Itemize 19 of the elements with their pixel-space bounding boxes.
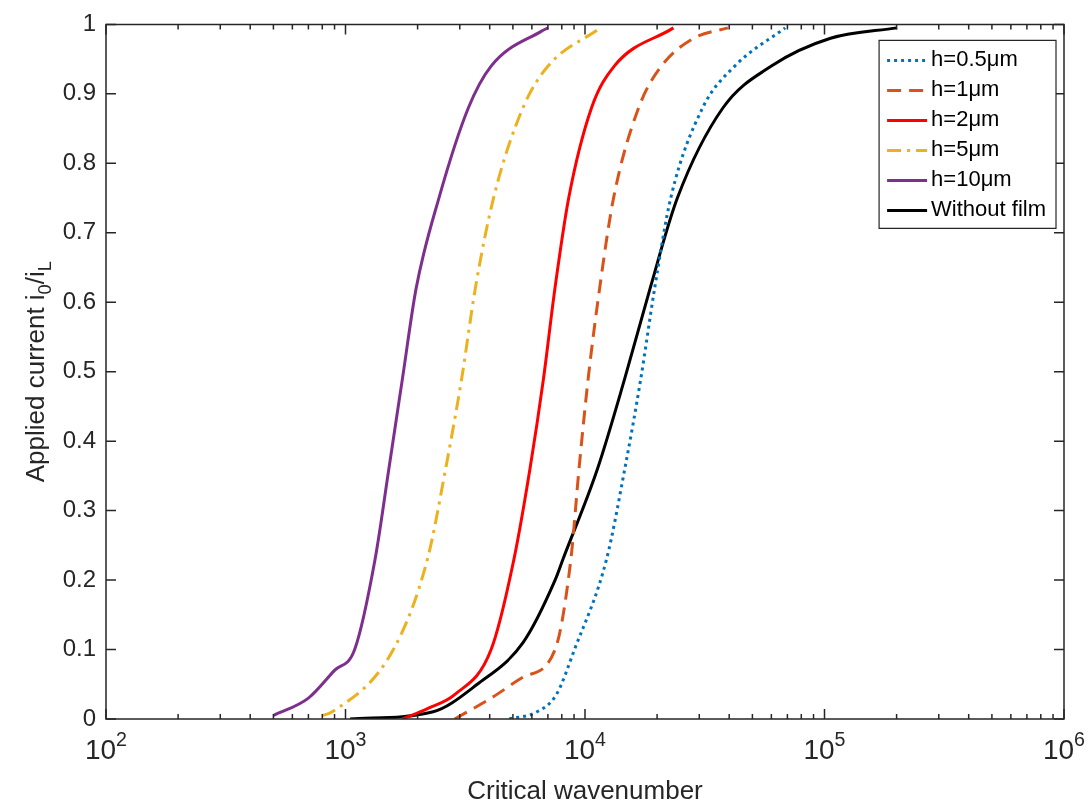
y-tick-label: 0.5: [62, 356, 96, 384]
y-tick-label: 0.9: [62, 78, 96, 106]
y-tick-label: 0.2: [62, 564, 96, 592]
legend-label: h=1μm: [931, 76, 1000, 102]
y-tick-label: 0.1: [62, 634, 96, 662]
y-tick-label: 0.8: [62, 147, 96, 175]
legend-label: h=10μm: [931, 166, 1012, 192]
y-tick-label: 0.4: [62, 425, 96, 453]
y-tick-label: 1: [82, 9, 96, 37]
y-tick-label: 0.3: [62, 495, 96, 523]
y-tick-label: 0: [82, 703, 96, 731]
y-tick-label: 0.6: [62, 286, 96, 314]
legend-label: h=5μm: [931, 136, 1000, 162]
legend-label: Without film: [931, 196, 1047, 222]
legend-label: h=0.5μm: [931, 46, 1018, 72]
x-axis-title: Critical wavenumber: [467, 775, 704, 805]
legend-label: h=2μm: [931, 106, 1000, 132]
y-axis-title: Applied current i0/iL: [20, 261, 55, 483]
y-tick-label: 0.7: [62, 217, 96, 245]
